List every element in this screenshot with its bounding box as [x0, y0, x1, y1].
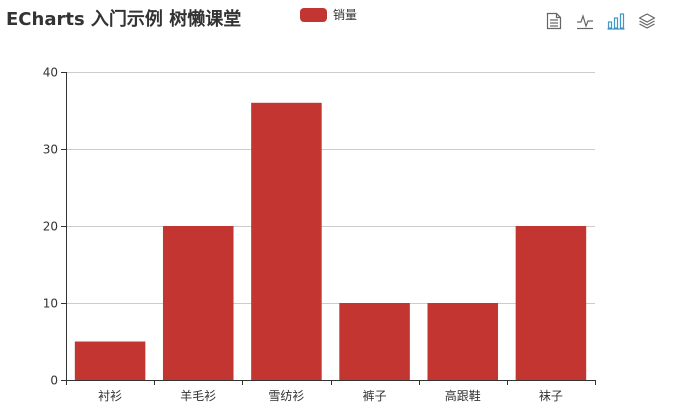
legend-swatch	[300, 8, 327, 22]
x-tick-label: 高跟鞋	[445, 388, 481, 403]
line-chart-icon[interactable]	[575, 11, 595, 31]
legend-label: 销量	[333, 8, 358, 22]
y-tick-label: 0	[50, 374, 58, 388]
bar	[74, 341, 146, 380]
toolbox	[544, 11, 657, 31]
x-tick-label: 袜子	[539, 389, 563, 403]
bar	[339, 303, 410, 380]
stack-icon[interactable]	[637, 11, 657, 31]
bar	[515, 226, 587, 380]
bar-chart-icon[interactable]	[606, 11, 626, 31]
data-view-icon[interactable]	[544, 11, 564, 31]
y-tick-label: 40	[43, 66, 58, 80]
bar	[427, 303, 499, 380]
x-tick-label: 羊毛衫	[180, 388, 216, 403]
y-tick-label: 30	[43, 143, 58, 157]
legend-item-sales[interactable]: 销量	[300, 8, 357, 22]
bar	[251, 102, 322, 381]
x-tick-label: 衬衫	[98, 389, 122, 403]
x-tick-label: 裤子	[363, 389, 387, 403]
x-tick-label: 雪纺衫	[268, 389, 304, 403]
bar	[162, 226, 234, 380]
y-tick-label: 20	[43, 220, 58, 234]
y-tick-label: 10	[43, 297, 58, 311]
chart-title: ECharts 入门示例 树懒课堂	[6, 9, 242, 30]
